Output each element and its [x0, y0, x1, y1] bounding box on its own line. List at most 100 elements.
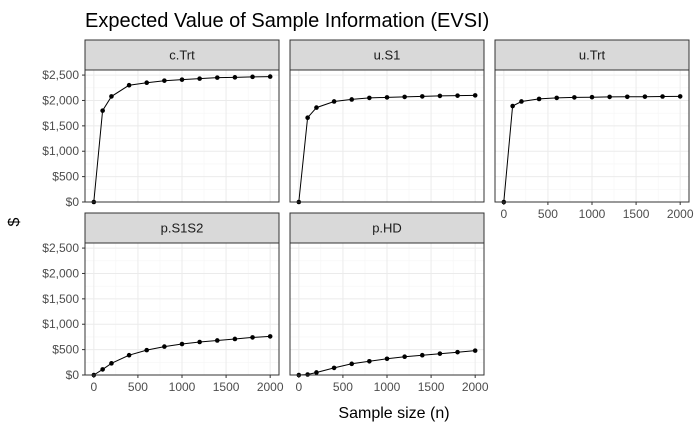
data-point: [554, 95, 560, 101]
facet-strip: [84, 39, 280, 71]
facet-u-trt: u.Trt 0 500 1000 1500 2000: [494, 39, 694, 221]
data-point: [197, 76, 202, 81]
data-point: [214, 75, 220, 80]
x-tick-label: 1000: [169, 380, 196, 394]
x-tick-label: 0: [500, 207, 507, 221]
data-point: [660, 94, 665, 99]
data-point: [162, 78, 167, 83]
x-tick-label: 500: [128, 380, 148, 394]
data-point: [144, 347, 150, 353]
data-point: [642, 94, 648, 99]
data-point: [250, 335, 255, 340]
data-point: [331, 99, 337, 104]
data-point: [402, 94, 407, 100]
data-point: [472, 348, 478, 353]
y-tick-label: $1,000: [42, 317, 79, 331]
data-point: [419, 94, 425, 99]
facet-p-s1s2: p.S1S2 $0 $500 $1,000 $1,500 $2,000 $2,500 0 500…: [42, 212, 284, 394]
data-point: [162, 344, 167, 349]
chart-title: Expected Value of Sample Information (EV…: [85, 10, 489, 32]
data-point: [126, 352, 132, 358]
data-point: [126, 82, 132, 88]
data-point: [510, 103, 515, 109]
data-point: [519, 99, 524, 104]
data-point: [179, 77, 185, 82]
facet-strip-label: p.HD: [372, 221, 402, 236]
x-tick-label: 1000: [374, 380, 401, 394]
data-point: [419, 352, 425, 358]
data-point: [331, 365, 337, 371]
x-tick-label: 500: [538, 207, 558, 221]
data-point: [455, 349, 460, 355]
facet-strip-label: p.S1S2: [161, 221, 204, 236]
y-tick-label: $500: [52, 170, 79, 184]
data-point: [250, 74, 255, 80]
y-tick-label: $0: [66, 368, 80, 382]
y-tick-label: $2,500: [42, 241, 79, 255]
facet-u-s1: u.S1: [289, 39, 485, 205]
data-point: [607, 94, 612, 100]
facet-strip: [494, 39, 690, 71]
series-line-c.Trt: [93, 76, 271, 203]
data-point: [349, 97, 355, 102]
facet-panels: c.Trt $0 $500 $1,000 $1,500 $2,000 $2,500 u.S1 u…: [42, 39, 694, 394]
data-point: [367, 95, 372, 101]
data-point: [536, 96, 542, 102]
data-point: [677, 94, 683, 99]
data-point: [314, 370, 319, 375]
data-point: [109, 361, 114, 366]
x-tick-label: 2000: [462, 380, 489, 394]
data-point: [305, 115, 310, 121]
data-point: [384, 95, 390, 100]
y-tick-label: $2,500: [42, 68, 79, 82]
data-point: [232, 75, 238, 80]
y-tick-label: $1,500: [42, 292, 79, 306]
x-tick-label: 2000: [257, 380, 284, 394]
data-point: [572, 95, 577, 100]
y-tick-label: $2,000: [42, 93, 79, 107]
facet-strip-label: u.Trt: [579, 48, 606, 63]
x-tick-label: 1500: [418, 380, 445, 394]
x-tick-label: 1000: [579, 207, 606, 221]
data-point: [267, 74, 273, 79]
y-tick-label: $500: [52, 343, 79, 357]
facet-strip-label: c.Trt: [169, 48, 195, 63]
facet-strip: [289, 212, 485, 244]
data-point: [472, 93, 478, 98]
data-point: [455, 93, 460, 98]
data-point: [179, 341, 185, 347]
data-point: [100, 108, 105, 113]
x-tick-label: 0: [90, 380, 97, 394]
data-point: [437, 93, 443, 99]
data-point: [624, 94, 630, 100]
facet-p-hd: p.HD 0 500 1000 1500 2000: [289, 212, 489, 394]
y-tick-label: $1,500: [42, 119, 79, 133]
x-tick-label: 2000: [667, 207, 694, 221]
data-point: [214, 338, 220, 343]
y-tick-label: $2,000: [42, 266, 79, 280]
x-tick-label: 500: [333, 380, 353, 394]
x-tick-label: 1500: [623, 207, 650, 221]
x-axis-title: Sample size (n): [338, 405, 449, 422]
facet-c-trt: c.Trt $0 $500 $1,000 $1,500 $2,000 $2,500: [42, 39, 280, 209]
data-point: [437, 351, 443, 356]
data-point: [144, 80, 150, 85]
data-point: [384, 356, 390, 362]
x-tick-label: 1500: [213, 380, 240, 394]
data-point: [100, 367, 105, 372]
data-point: [367, 358, 372, 364]
data-point: [349, 361, 355, 367]
data-point: [402, 354, 407, 360]
data-point: [305, 372, 310, 377]
facet-strip-label: u.S1: [374, 48, 401, 63]
facet-strip: [84, 212, 280, 244]
facet-strip: [289, 39, 485, 71]
y-tick-label: $0: [66, 195, 80, 209]
data-point: [232, 336, 238, 342]
data-point: [267, 334, 273, 339]
data-point: [589, 94, 595, 100]
data-point: [109, 94, 114, 99]
y-axis-title: $: [6, 217, 23, 226]
y-tick-label: $1,000: [42, 144, 79, 158]
